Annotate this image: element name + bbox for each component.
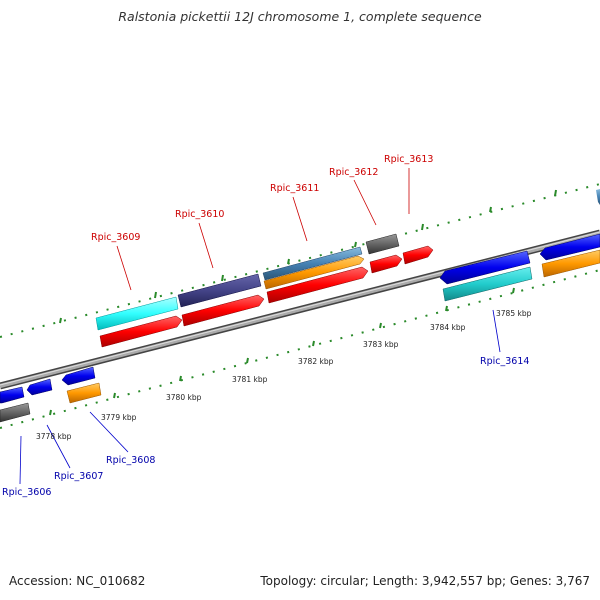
gene-rpic-3612: [369, 254, 403, 274]
gene-rpic-3610: [181, 294, 265, 327]
map-title: Ralstonia pickettii 12J chromosome 1, co…: [118, 9, 482, 24]
gene-rpic-3614-teal: [442, 266, 533, 302]
gene-rpic-3606: [0, 386, 25, 404]
top-callouts: [116, 168, 410, 291]
forward-genes: [95, 233, 434, 348]
gene-label-rpic-3614: Rpic_3614: [480, 356, 529, 367]
genome-info-label: Topology: circular; Length: 3,942,557 bp…: [260, 574, 590, 588]
scale-label: 3784 kbp: [430, 323, 466, 332]
bottom-callouts: [19, 309, 501, 485]
gene-rpic-3615-orange: [541, 249, 600, 278]
gene-label-rpic-3608: Rpic_3608: [106, 455, 155, 466]
scale-label: 3779 kbp: [101, 413, 137, 422]
gene-rpic-3612-gray: [365, 233, 400, 255]
scale-label: 3781 kbp: [232, 375, 268, 384]
gene-label-rpic-3610: Rpic_3610: [175, 209, 224, 220]
gene-rpic-3607: [26, 378, 53, 396]
reverse-genes: [0, 189, 600, 423]
gene-rpic-3613: [402, 245, 434, 265]
gene-rpic-3610-slate: [177, 273, 262, 308]
scale-label: 3778 kbp: [36, 432, 72, 441]
gene-rpic-3611: [266, 266, 369, 304]
outer-tick-track: [0, 183, 600, 338]
gene-label-rpic-3611: Rpic_3611: [270, 183, 319, 194]
inner-tick-track: [0, 269, 600, 429]
scale-label: 3785 kbp: [496, 309, 532, 318]
gene-rpic-3609-cyan: [95, 296, 179, 331]
scale-label: 3780 kbp: [166, 393, 202, 402]
gene-label-rpic-3606: Rpic_3606: [2, 487, 51, 498]
scale-label: 3782 kbp: [298, 357, 334, 366]
outer-dots: [0, 183, 600, 338]
gene-rpic-3606-gray: [0, 402, 31, 423]
gene-label-rpic-3612: Rpic_3612: [329, 167, 378, 178]
gene-rpic-3615: [539, 233, 600, 261]
gene-label-rpic-3609: Rpic_3609: [91, 232, 140, 243]
gene-label-rpic-3613: Rpic_3613: [384, 154, 433, 165]
accession-label: Accession: NC_010682: [9, 574, 146, 588]
gene-rpic-3614: [439, 250, 531, 285]
gene-edge-steel: [596, 189, 600, 205]
gene-rpic-3609: [99, 315, 183, 348]
gene-label-rpic-3607: Rpic_3607: [54, 471, 103, 482]
gene-rpic-3608-orange: [66, 382, 102, 404]
gene-rpic-3608: [61, 366, 96, 386]
gene-rpic-3611-orange: [263, 255, 365, 290]
gene-rpic-3611-steel: [262, 246, 363, 281]
inner-dots: [0, 269, 600, 429]
scale-label: 3783 kbp: [363, 340, 399, 349]
